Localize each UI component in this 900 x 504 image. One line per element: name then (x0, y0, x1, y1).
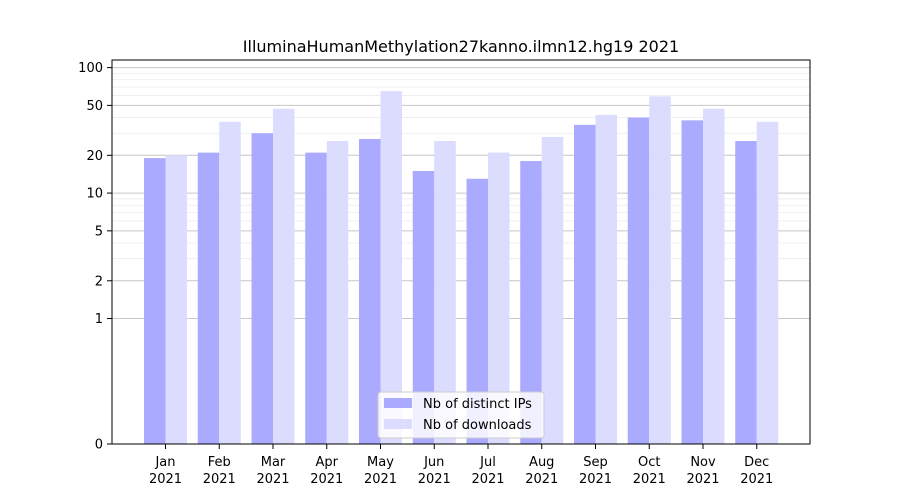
bar-downloads (434, 141, 456, 444)
bar-distinct-ips (681, 120, 703, 444)
chart-title: IlluminaHumanMethylation27kanno.ilmn12.h… (243, 37, 679, 56)
y-tick-label: 50 (86, 99, 103, 114)
x-tick-label: Aug 2021 (525, 455, 558, 487)
y-tick-label: 100 (78, 61, 103, 76)
bar-downloads (273, 108, 295, 444)
x-tick-label: Jun 2021 (418, 455, 451, 487)
bar-downloads (219, 121, 241, 444)
legend-swatch-downloads (384, 419, 412, 429)
bar-downloads (165, 155, 187, 444)
x-tick-label: May 2021 (364, 455, 397, 487)
y-tick-label: 2 (95, 274, 103, 289)
bar-distinct-ips (359, 138, 381, 444)
bar-layer (144, 91, 779, 445)
y-tick-label: 10 (86, 187, 103, 202)
bar-distinct-ips (466, 178, 488, 444)
bar-distinct-ips (144, 158, 166, 444)
x-tick-label: Oct 2021 (633, 455, 666, 487)
y-tick-label: 1 (95, 312, 103, 327)
bar-distinct-ips (305, 152, 327, 444)
bar-distinct-ips (735, 141, 757, 444)
bar-distinct-ips (520, 161, 542, 445)
bar-downloads (488, 152, 510, 444)
bar-downloads (703, 108, 725, 444)
legend: Nb of distinct IPs Nb of downloads (377, 391, 545, 439)
bar-downloads (326, 141, 349, 444)
bar-distinct-ips (197, 152, 220, 444)
x-tick-label: Feb 2021 (203, 455, 236, 487)
bar-distinct-ips (412, 170, 435, 445)
bar-distinct-ips (251, 133, 273, 444)
y-tick-label: 5 (95, 224, 103, 239)
x-tick-label: Mar 2021 (256, 455, 289, 487)
legend-label-distinct-ips: Nb of distinct IPs (423, 397, 532, 412)
x-tick-label: Apr 2021 (310, 455, 343, 487)
x-tick-label: Jan 2021 (149, 455, 182, 487)
bar-distinct-ips (574, 124, 596, 444)
bar-downloads (756, 121, 779, 444)
bar-downloads (595, 114, 617, 444)
bar-downloads (380, 91, 402, 444)
bar-downloads (649, 96, 671, 445)
bar-downloads (541, 136, 564, 445)
x-tick-label: Jul 2021 (471, 455, 504, 487)
x-tick-label: Dec 2021 (740, 455, 773, 487)
y-tick-label: 20 (86, 149, 103, 164)
x-axis: Jan 2021 Feb 2021 Mar 2021 Apr 2021 May 2021 Jun 20… (149, 444, 773, 487)
legend-label-downloads: Nb of downloads (423, 418, 532, 433)
legend-frame (377, 391, 545, 439)
plot-frame (111, 59, 811, 445)
y-axis: 0 1 2 5 10 20 50 100 (78, 61, 112, 453)
x-tick-label: Sep 2021 (579, 455, 612, 487)
legend-swatch-distinct-ips (384, 398, 412, 408)
y-tick-label: 0 (95, 438, 103, 453)
x-tick-label: Nov 2021 (686, 455, 719, 487)
bar-distinct-ips (627, 117, 650, 444)
